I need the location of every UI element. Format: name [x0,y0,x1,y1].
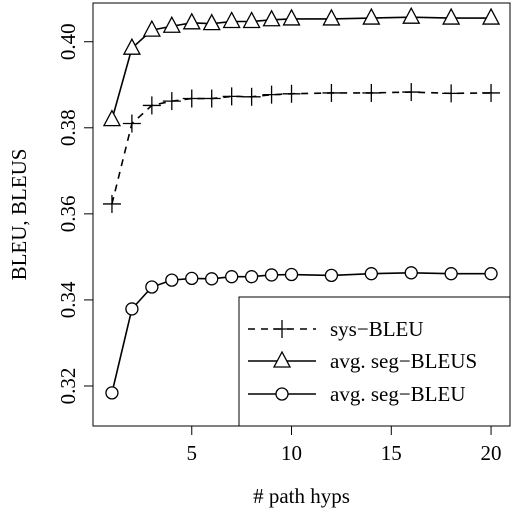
x-tick-label: 15 [381,441,402,465]
legend-marker [272,350,292,368]
data-point [222,11,241,29]
data-point [362,83,381,102]
data-point [162,15,181,33]
data-point [242,87,261,106]
data-point [162,92,181,111]
legend-label: avg. seg−BLEU [330,382,466,406]
data-point [122,37,141,55]
legend-entry: sys−BLEU [248,317,424,341]
data-point [482,83,501,102]
legend-label: avg. seg−BLEUS [330,349,477,373]
legend-entry: avg. seg−BLEU [248,382,466,406]
data-point [244,270,259,284]
legend-marker [273,320,291,338]
data-point [444,267,458,281]
data-point [182,89,201,108]
data-point [142,96,161,115]
y-axis: 0.32 0.34 0.36 0.38 0.40 [56,23,93,404]
series-sys-bleu [102,83,501,213]
data-point [102,109,122,127]
y-tick-label: 0.34 [56,281,80,318]
x-axis: 5 10 15 20 [187,426,502,465]
data-point [222,87,241,106]
data-point [122,114,141,133]
data-point [402,83,421,102]
series-avg-seg-bleu [105,266,498,400]
x-axis-label: # path hyps [253,484,350,508]
data-point [142,19,161,37]
legend-label: sys−BLEU [330,317,424,341]
y-tick-label: 0.38 [56,109,80,146]
data-point [324,268,339,283]
data-point [165,273,179,287]
data-point [182,12,201,30]
data-point [322,8,341,26]
data-point [282,84,301,103]
series-avg-seg-bleus [102,6,501,127]
data-point [284,267,299,282]
data-point [262,9,281,27]
data-point [404,266,418,280]
y-tick-label: 0.40 [56,23,80,60]
x-tick-label: 20 [481,441,502,465]
data-point [185,271,199,286]
series-line [111,91,492,205]
legend: sys−BLEU avg. seg−BLEUS avg. seg−BLEU [238,296,511,427]
x-tick-label: 10 [281,441,302,465]
data-point [264,268,279,282]
data-point [202,89,221,108]
data-point [105,386,119,400]
x-tick-label: 5 [187,441,198,465]
data-point [484,267,498,281]
series-layer [102,6,501,400]
data-point [442,84,461,103]
y-tick-label: 0.36 [56,195,80,232]
data-point [262,85,281,104]
data-point [145,280,159,294]
y-tick-label: 0.32 [56,368,80,405]
data-point [102,194,121,213]
legend-marker [275,387,289,401]
legend-entry: avg. seg−BLEUS [248,349,477,373]
data-point [282,8,301,26]
data-point [402,6,421,24]
data-point [242,11,261,29]
data-point [202,13,221,31]
data-point [362,7,381,25]
data-point [205,272,219,286]
data-point [225,270,239,284]
y-axis-label: BLEU, BLEUS [7,149,31,281]
data-point [125,302,139,316]
data-point [481,7,501,25]
data-point [442,7,461,25]
data-point [364,267,378,281]
data-point [322,83,341,102]
